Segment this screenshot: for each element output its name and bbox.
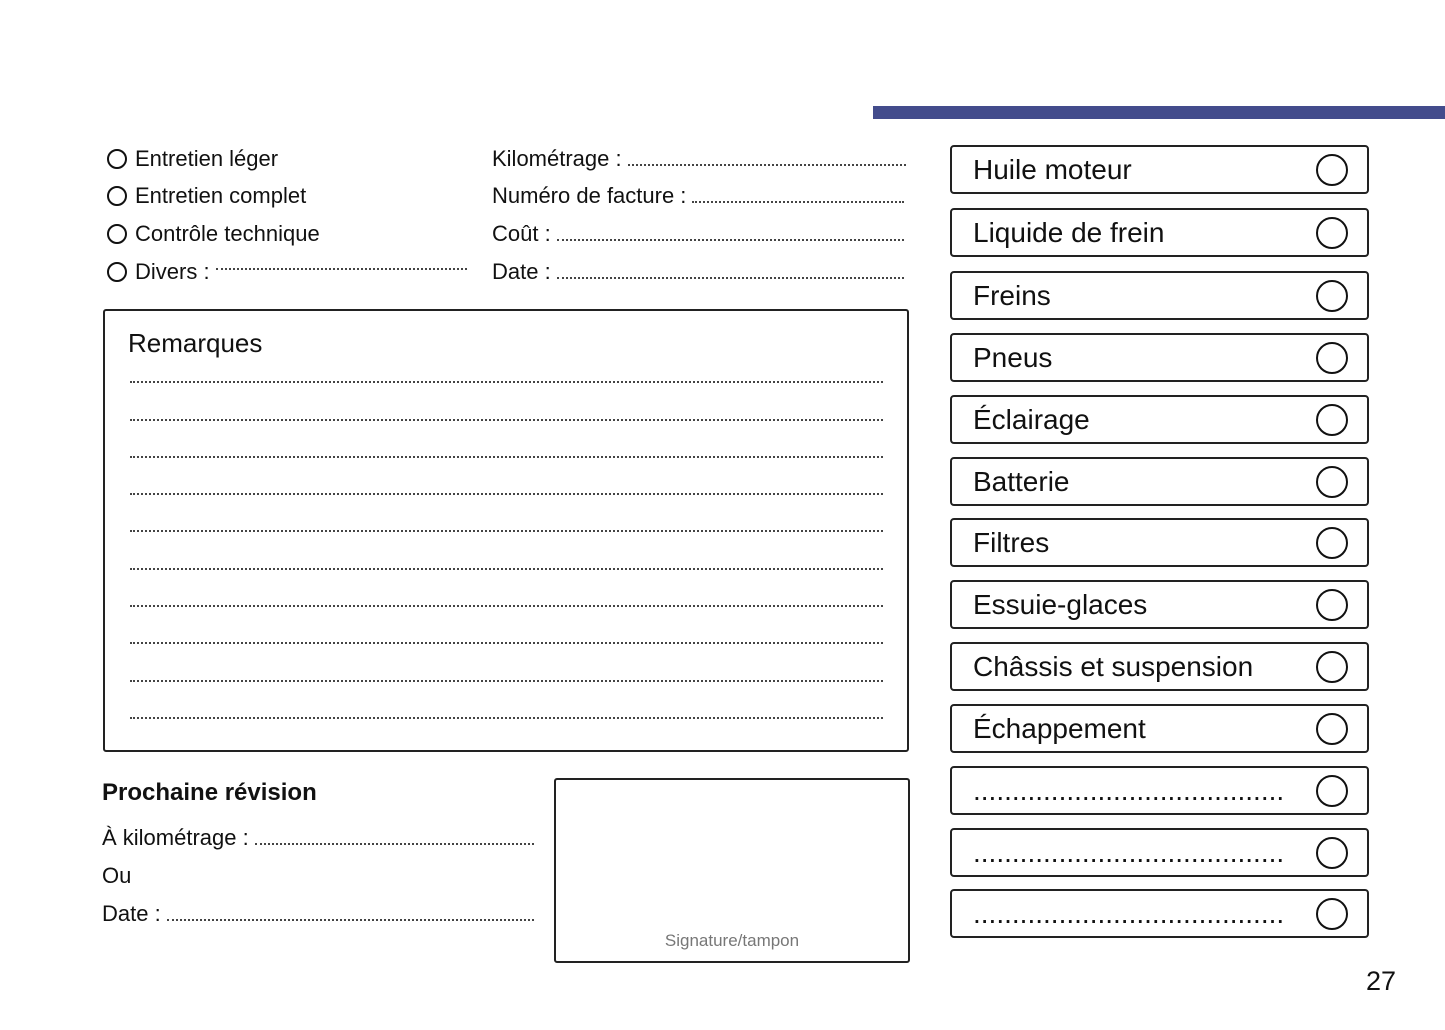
checkbox-circle-icon[interactable] bbox=[1316, 712, 1348, 745]
signature-box[interactable] bbox=[554, 778, 910, 963]
field-label: Numéro de facture : bbox=[492, 183, 687, 208]
checklist-label: ........................................ bbox=[973, 897, 1285, 929]
radio-circle-icon[interactable] bbox=[107, 149, 127, 169]
checklist-item-blank[interactable]: ........................................ bbox=[950, 889, 1369, 938]
checklist-item[interactable]: Châssis et suspension bbox=[950, 642, 1369, 691]
checklist-item[interactable]: Filtres bbox=[950, 518, 1369, 567]
next-service-mileage[interactable]: À kilométrage : bbox=[102, 825, 534, 851]
checkbox-circle-icon[interactable] bbox=[1316, 588, 1348, 621]
remarks-line[interactable] bbox=[130, 680, 883, 682]
field-input-line[interactable] bbox=[166, 919, 534, 921]
checklist-item[interactable]: Freins bbox=[950, 271, 1369, 320]
field-numero-facture[interactable]: Numéro de facture : bbox=[492, 183, 904, 209]
remarks-line[interactable] bbox=[130, 456, 883, 458]
remarks-line[interactable] bbox=[130, 419, 883, 421]
checklist-item[interactable]: Essuie-glaces bbox=[950, 580, 1369, 629]
field-label: Date : bbox=[492, 259, 551, 284]
remarks-line[interactable] bbox=[130, 605, 883, 607]
next-service-title: Prochaine révision bbox=[102, 779, 317, 806]
field-input-line[interactable] bbox=[692, 201, 904, 203]
accent-bar bbox=[873, 106, 1445, 119]
field-input-line[interactable] bbox=[254, 843, 534, 845]
field-label: Date : bbox=[102, 901, 161, 926]
checklist-label: Freins bbox=[973, 279, 1051, 311]
remarks-line[interactable] bbox=[130, 381, 883, 383]
checklist-item[interactable]: Échappement bbox=[950, 704, 1369, 753]
remarks-title: Remarques bbox=[128, 328, 263, 358]
checklist-label: ........................................ bbox=[973, 836, 1285, 868]
checklist-item[interactable]: Huile moteur bbox=[950, 145, 1369, 194]
field-label: Coût : bbox=[492, 221, 551, 246]
option-entretien-leger[interactable]: Entretien léger bbox=[107, 146, 278, 172]
checklist-item-blank[interactable]: ........................................ bbox=[950, 766, 1369, 815]
remarks-line[interactable] bbox=[130, 642, 883, 644]
option-controle-technique[interactable]: Contrôle technique bbox=[107, 221, 320, 247]
option-label: Entretien léger bbox=[135, 146, 279, 171]
divers-input-line[interactable] bbox=[215, 268, 467, 270]
field-label: Kilométrage : bbox=[492, 146, 622, 171]
field-input-line[interactable] bbox=[627, 164, 906, 166]
next-service-or: Ou bbox=[102, 863, 132, 888]
checkbox-circle-icon[interactable] bbox=[1316, 341, 1348, 374]
checkbox-circle-icon[interactable] bbox=[1316, 650, 1348, 683]
checkbox-circle-icon[interactable] bbox=[1316, 279, 1348, 312]
checkbox-circle-icon[interactable] bbox=[1316, 216, 1348, 249]
option-label: Divers : bbox=[135, 259, 210, 284]
checklist-label: Batterie bbox=[973, 465, 1070, 497]
remarks-line[interactable] bbox=[130, 717, 883, 719]
option-divers[interactable]: Divers : bbox=[107, 259, 467, 285]
checkbox-circle-icon[interactable] bbox=[1316, 465, 1348, 498]
field-kilometrage[interactable]: Kilométrage : bbox=[492, 146, 906, 172]
remarks-line[interactable] bbox=[130, 493, 883, 495]
field-input-line[interactable] bbox=[556, 239, 904, 241]
checklist-label: ........................................ bbox=[973, 774, 1285, 806]
checklist-label: Châssis et suspension bbox=[973, 650, 1254, 682]
checklist-label: Liquide de frein bbox=[973, 216, 1165, 248]
option-label: Entretien complet bbox=[135, 183, 307, 208]
checkbox-circle-icon[interactable] bbox=[1316, 897, 1348, 930]
option-entretien-complet[interactable]: Entretien complet bbox=[107, 183, 306, 209]
page-number: 27 bbox=[1366, 966, 1397, 996]
checklist-label: Filtres bbox=[973, 526, 1050, 558]
checklist-label: Huile moteur bbox=[973, 153, 1132, 185]
checkbox-circle-icon[interactable] bbox=[1316, 403, 1348, 436]
radio-circle-icon[interactable] bbox=[107, 186, 127, 206]
remarks-line[interactable] bbox=[130, 530, 883, 532]
checkbox-circle-icon[interactable] bbox=[1316, 153, 1348, 186]
option-label: Contrôle technique bbox=[135, 221, 320, 246]
field-cout[interactable]: Coût : bbox=[492, 221, 904, 247]
checklist-item[interactable]: Pneus bbox=[950, 333, 1369, 382]
checkbox-circle-icon[interactable] bbox=[1316, 774, 1348, 807]
checklist-item[interactable]: Éclairage bbox=[950, 395, 1369, 444]
remarks-box[interactable] bbox=[103, 309, 909, 752]
signature-label: Signature/tampon bbox=[664, 931, 800, 950]
remarks-line[interactable] bbox=[130, 568, 883, 570]
checklist-label: Éclairage bbox=[973, 403, 1090, 435]
radio-circle-icon[interactable] bbox=[107, 262, 127, 282]
radio-circle-icon[interactable] bbox=[107, 224, 127, 244]
field-label: À kilométrage : bbox=[102, 825, 249, 850]
field-date[interactable]: Date : bbox=[492, 259, 904, 285]
field-input-line[interactable] bbox=[556, 277, 904, 279]
checklist-item[interactable]: Liquide de frein bbox=[950, 208, 1369, 257]
next-service-date[interactable]: Date : bbox=[102, 901, 534, 927]
checklist-label: Pneus bbox=[973, 341, 1053, 373]
checklist-item-blank[interactable]: ........................................ bbox=[950, 828, 1369, 877]
checklist-item[interactable]: Batterie bbox=[950, 457, 1369, 506]
checkbox-circle-icon[interactable] bbox=[1316, 526, 1348, 559]
checklist-label: Échappement bbox=[973, 712, 1146, 744]
checklist-label: Essuie-glaces bbox=[973, 588, 1148, 620]
checkbox-circle-icon[interactable] bbox=[1316, 836, 1348, 869]
